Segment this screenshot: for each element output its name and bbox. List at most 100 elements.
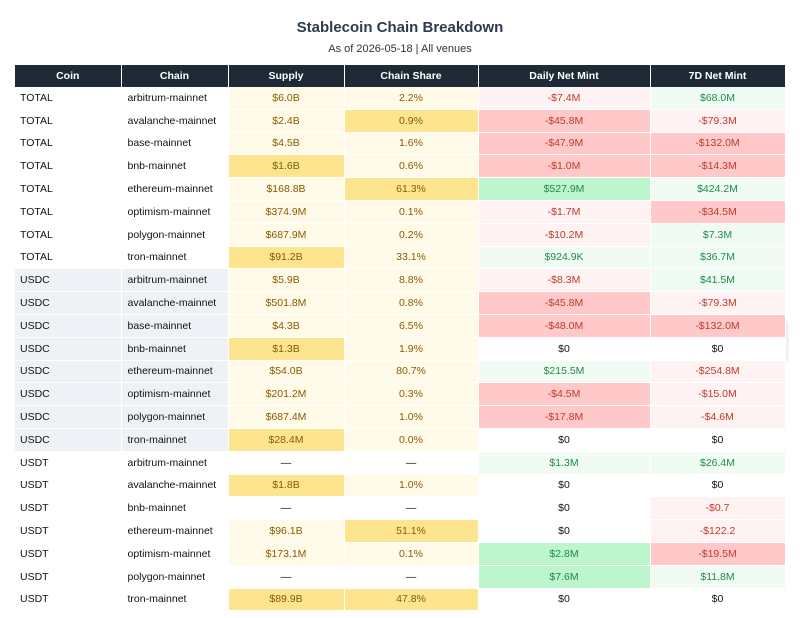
table-row: USDC avalanche-mainnet $501.8M 0.8% -$45.8M -… <box>15 291 786 315</box>
chain-share-cell: — <box>344 451 479 475</box>
chain-cell: polygon-mainnet <box>121 565 229 589</box>
supply-cell: $6.0B <box>228 87 345 110</box>
chain-share-cell: 2.2% <box>344 87 479 110</box>
supply-cell: — <box>228 496 345 521</box>
daily-net-mint-cell: $0 <box>478 428 651 452</box>
supply-cell: $91.2B <box>228 246 345 270</box>
table-row: USDC optimism-mainnet $201.2M 0.3% -$4.5M -$1… <box>15 382 786 407</box>
7d-net-mint-cell: -$132.0M <box>650 132 786 156</box>
chain-share-cell: 0.2% <box>344 223 479 247</box>
7d-net-mint-cell: $0 <box>650 474 786 498</box>
chain-cell: avalanche-mainnet <box>121 474 229 498</box>
table-row: USDC tron-mainnet $28.4M 0.0% $0 $0 <box>15 428 786 452</box>
7d-net-mint-cell: -$14.3M <box>650 154 786 179</box>
supply-cell: $1.6B <box>228 154 345 179</box>
chain-share-cell: 0.1% <box>344 200 479 224</box>
coin-cell: USDC <box>15 428 122 452</box>
table-row: TOTAL polygon-mainnet $687.9M 0.2% -$10.2M $7… <box>15 223 786 247</box>
chain-share-cell: 51.1% <box>344 519 479 543</box>
chain-cell: polygon-mainnet <box>121 223 229 247</box>
7d-net-mint-cell: $0 <box>650 337 786 361</box>
7d-net-mint-cell: -$19.5M <box>650 542 786 566</box>
supply-cell: $28.4M <box>228 428 345 452</box>
chain-cell: base-mainnet <box>121 132 229 156</box>
chain-cell: tron-mainnet <box>121 588 229 612</box>
daily-net-mint-cell: $0 <box>478 588 651 612</box>
supply-cell: $4.5B <box>228 132 345 156</box>
chain-cell: ethereum-mainnet <box>121 177 229 201</box>
daily-net-mint-cell: $0 <box>478 337 651 361</box>
chain-share-cell: 1.0% <box>344 474 479 498</box>
daily-net-mint-cell: $924.9K <box>478 246 651 270</box>
table-row: TOTAL ethereum-mainnet $168.8B 61.3% $527.9M… <box>15 177 786 201</box>
column-header-supply: Supply <box>228 65 345 87</box>
chain-cell: optimism-mainnet <box>121 382 229 407</box>
supply-cell: $89.9B <box>228 588 345 612</box>
page-title: Stablecoin Chain Breakdown <box>296 19 504 36</box>
supply-cell: — <box>228 565 345 589</box>
7d-net-mint-cell: -$254.8M <box>650 360 786 384</box>
chain-share-cell: 1.6% <box>344 132 479 156</box>
coin-cell: TOTAL <box>15 109 122 133</box>
column-header-7d-net-mint: 7D Net Mint <box>650 65 786 87</box>
coin-cell: USDT <box>15 451 122 475</box>
chain-cell: optimism-mainnet <box>121 542 229 566</box>
chain-share-cell: 0.6% <box>344 154 479 179</box>
daily-net-mint-cell: -$45.8M <box>478 291 651 315</box>
table-row: USDT avalanche-mainnet $1.8B 1.0% $0 $0 <box>15 474 786 498</box>
chain-share-cell: 61.3% <box>344 177 479 201</box>
supply-cell: $1.8B <box>228 474 345 498</box>
daily-net-mint-cell: $215.5M <box>478 360 651 384</box>
coin-cell: USDT <box>15 565 122 589</box>
coin-cell: TOTAL <box>15 200 122 224</box>
daily-net-mint-cell: -$45.8M <box>478 109 651 133</box>
chain-share-cell: 0.8% <box>344 291 479 315</box>
chain-share-cell: 6.5% <box>344 314 479 338</box>
chain-cell: tron-mainnet <box>121 246 229 270</box>
7d-net-mint-cell: $36.7M <box>650 246 786 270</box>
coin-cell: USDC <box>15 291 122 315</box>
7d-net-mint-cell: $424.2M <box>650 177 786 201</box>
chain-cell: tron-mainnet <box>121 428 229 452</box>
supply-cell: — <box>228 451 345 475</box>
chain-share-cell: 1.0% <box>344 405 479 429</box>
chain-breakdown-table: Coin Chain Supply Chain Share Daily Net … <box>15 65 786 612</box>
table-row: USDC polygon-mainnet $687.4M 1.0% -$17.8M -$4… <box>15 405 786 429</box>
table-row: TOTAL avalanche-mainnet $2.4B 0.9% -$45.8M -$… <box>15 109 786 133</box>
daily-net-mint-cell: $527.9M <box>478 177 651 201</box>
coin-cell: TOTAL <box>15 154 122 179</box>
table-row: USDC base-mainnet $4.3B 6.5% -$48.0M -$132.0M <box>15 314 786 338</box>
supply-cell: $1.3B <box>228 337 345 361</box>
chain-cell: ethereum-mainnet <box>121 519 229 543</box>
coin-cell: USDC <box>15 360 122 384</box>
7d-net-mint-cell: $26.4M <box>650 451 786 475</box>
supply-cell: $168.8B <box>228 177 345 201</box>
chain-cell: avalanche-mainnet <box>121 109 229 133</box>
7d-net-mint-cell: -$4.6M <box>650 405 786 429</box>
table-row: USDC bnb-mainnet $1.3B 1.9% $0 $0 <box>15 337 786 361</box>
7d-net-mint-cell: -$79.3M <box>650 109 786 133</box>
column-header-chain: Chain <box>121 65 229 87</box>
coin-cell: TOTAL <box>15 223 122 247</box>
chain-share-cell: 1.9% <box>344 337 479 361</box>
column-header-daily-net-mint: Daily Net Mint <box>478 65 651 87</box>
supply-cell: $2.4B <box>228 109 345 133</box>
supply-cell: $54.0B <box>228 360 345 384</box>
chain-cell: bnb-mainnet <box>121 154 229 179</box>
daily-net-mint-cell: -$1.0M <box>478 154 651 179</box>
daily-net-mint-cell: -$7.4M <box>478 87 651 110</box>
daily-net-mint-cell: $2.8M <box>478 542 651 566</box>
chain-cell: arbitrum-mainnet <box>121 451 229 475</box>
7d-net-mint-cell: $7.3M <box>650 223 786 247</box>
table-row: USDC ethereum-mainnet $54.0B 80.7% $215.5M -$… <box>15 360 786 384</box>
table-row: TOTAL bnb-mainnet $1.6B 0.6% -$1.0M -$14.3M <box>15 154 786 179</box>
chain-share-cell: 0.3% <box>344 382 479 407</box>
chain-share-cell: — <box>344 565 479 589</box>
daily-net-mint-cell: -$17.8M <box>478 405 651 429</box>
table-row: USDC arbitrum-mainnet $5.9B 8.8% -$8.3M $41.5… <box>15 268 786 293</box>
column-header-chain-share: Chain Share <box>344 65 479 87</box>
coin-cell: TOTAL <box>15 246 122 270</box>
7d-net-mint-cell: $0 <box>650 428 786 452</box>
7d-net-mint-cell: -$79.3M <box>650 291 786 315</box>
daily-net-mint-cell: $0 <box>478 474 651 498</box>
